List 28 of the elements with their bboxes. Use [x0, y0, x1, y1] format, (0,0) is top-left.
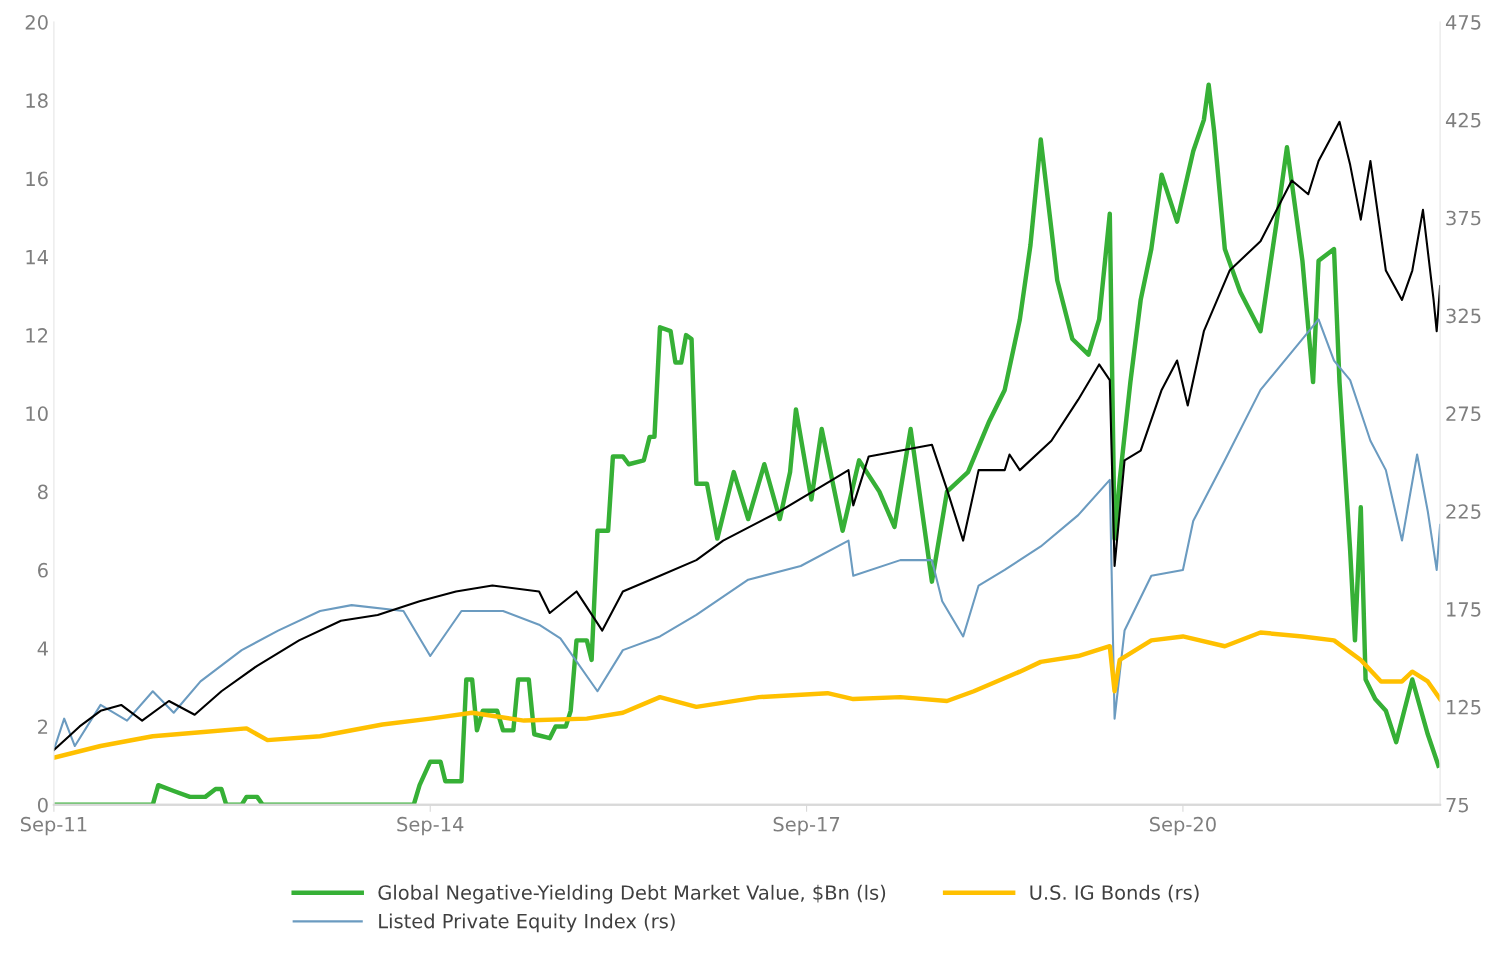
x-tick-label: Sep-20: [1150, 816, 1216, 836]
y2-tick-label: 225: [1446, 504, 1481, 519]
x-tick-label: Sep-11: [20, 816, 87, 836]
x-tick-label: Sep-17: [773, 816, 840, 836]
y2-tick-label: 375: [1446, 210, 1481, 226]
y-tick-label: 18: [26, 93, 48, 108]
y2-tick-label: 425: [1445, 112, 1481, 128]
y-tick-label: 6: [38, 562, 48, 578]
y-tick-label: 0: [37, 797, 48, 813]
y-tick-label: 4: [37, 641, 48, 656]
y2-tick-label: 475: [1445, 15, 1481, 30]
y-tick-label: 14: [26, 250, 48, 265]
y2-tick-label: 75: [1446, 797, 1469, 813]
line-series: [53, 630, 1441, 760]
y-tick-label: 10: [26, 406, 48, 422]
y-tick-label: 8: [37, 484, 48, 500]
y2-tick-label: 275: [1446, 406, 1481, 422]
y2-tick-label: 325: [1446, 308, 1481, 324]
y-tick-label: 20: [25, 14, 48, 30]
y2-tick-label: 125: [1447, 699, 1481, 715]
legend-label: Listed Private Equity Index (rs): [379, 913, 675, 933]
y2-tick-label: 175: [1447, 602, 1481, 617]
y-tick-label: 12: [26, 328, 48, 343]
y-tick-label: 16: [26, 171, 48, 187]
x-tick-label: Sep-14: [397, 816, 464, 836]
y-tick-label: 2: [38, 719, 48, 734]
legend-label: Global Negative-Yielding Debt Market Value, $Bn (ls): [378, 884, 886, 904]
legend-label: U.S. IG Bonds (rs): [1030, 884, 1199, 903]
